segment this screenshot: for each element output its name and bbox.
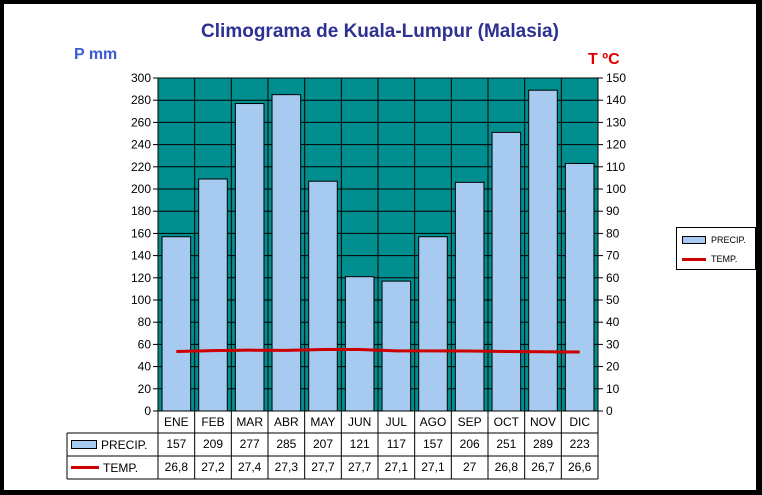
x-tick-label: JUN	[347, 415, 372, 429]
y-tick-label-right: 110	[606, 160, 625, 174]
table-cell-temp: 27,1	[384, 460, 408, 474]
chart-title: Climograma de Kuala-Lumpur (Malasia)	[201, 21, 559, 42]
legend: PRECIP. TEMP.	[676, 227, 756, 270]
y-tick-label-right: 60	[606, 271, 620, 285]
y-tick-label-left: 220	[131, 160, 151, 174]
table-cell-temp: 27,4	[237, 460, 262, 474]
table-cell-temp: 27	[462, 460, 477, 474]
table-row-label-temp-swatch	[71, 466, 99, 469]
table-cell-temp: 26,6	[567, 460, 592, 474]
y-tick-label-right: 150	[606, 71, 626, 85]
bar-precip	[418, 236, 448, 412]
table-cell-temp: 27,7	[347, 460, 372, 474]
legend-item-precip: PRECIP.	[682, 233, 746, 247]
table-row-label-temp-text: TEMP.	[103, 460, 139, 475]
x-tick-label: ENE	[163, 415, 189, 429]
legend-line-swatch	[682, 257, 706, 261]
x-tick-label: NOV	[529, 415, 556, 429]
y-tick-label-right: 0	[606, 404, 613, 418]
y-tick-label-right: 30	[606, 337, 620, 351]
bar-precip	[161, 236, 192, 412]
table-row-label-precip-swatch	[71, 440, 97, 449]
table-cell-temp: 27,1	[421, 460, 445, 474]
x-tick-label: MAY	[310, 415, 336, 429]
x-tick-label: FEB	[201, 415, 225, 429]
table-cell-temp: 26,8	[494, 460, 518, 474]
table-cell-precip: 121	[349, 437, 370, 451]
line-temp	[176, 348, 580, 354]
table-cell-precip: 157	[166, 437, 187, 451]
y-tick-label-right: 140	[606, 93, 626, 107]
chart-canvas: 0204060801001201401601802002202402602803…	[66, 71, 626, 480]
y-tick-label-right: 120	[606, 138, 626, 152]
y-tick-label-left: 140	[131, 249, 151, 263]
table-cell-precip: 207	[312, 437, 333, 451]
y-tick-label-right: 20	[606, 360, 620, 374]
y-tick-label-left: 40	[138, 360, 152, 374]
x-tick-label: AGO	[419, 415, 447, 429]
y-tick-label-right: 100	[606, 182, 626, 196]
x-tick-label: JUL	[385, 415, 407, 429]
table-cell-precip: 289	[532, 437, 553, 451]
bar-precip	[234, 103, 265, 412]
bar-precip	[564, 162, 595, 412]
x-tick-label: MAR	[236, 415, 263, 429]
y-tick-label-left: 180	[131, 204, 151, 218]
y-axis-left-label: P mm	[74, 46, 118, 63]
y-tick-label-left: 60	[138, 337, 152, 351]
table-cell-temp: 27,7	[311, 460, 335, 474]
y-tick-label-right: 50	[606, 293, 620, 307]
x-tick-label: ABR	[273, 415, 299, 429]
table-row-label-precip: PRECIP.	[71, 433, 147, 456]
table-cell-precip: 223	[569, 437, 590, 451]
table-cell-temp: 26,8	[164, 460, 188, 474]
y-tick-label-left: 120	[131, 271, 151, 285]
table-row-label-temp: TEMP.	[71, 456, 138, 479]
y-tick-label-left: 80	[138, 315, 152, 329]
x-tick-label: DIC	[569, 415, 590, 429]
legend-label-temp: TEMP.	[711, 254, 738, 264]
y-tick-label-left: 0	[144, 404, 151, 418]
y-tick-label-left: 260	[131, 115, 151, 129]
table-cell-temp: 27,3	[274, 460, 298, 474]
bar-precip	[381, 280, 412, 412]
table-row-label-precip-text: PRECIP.	[101, 437, 148, 452]
table-cell-precip: 277	[239, 437, 260, 451]
table-cell-temp: 26,7	[531, 460, 555, 474]
x-tick-label: SEP	[457, 415, 482, 429]
table-cell-temp: 27,2	[201, 460, 225, 474]
table-cell-precip: 157	[422, 437, 443, 451]
table-cell-precip: 117	[386, 437, 406, 451]
legend-bar-swatch	[682, 236, 706, 244]
chart-frame: Climograma de Kuala-Lumpur (Malasia) P m…	[4, 4, 756, 490]
table-cell-precip: 285	[276, 437, 297, 451]
y-tick-label-right: 70	[606, 249, 620, 263]
y-axis-right-label: T ºC	[588, 51, 620, 68]
table-cell-precip: 206	[459, 437, 480, 451]
y-tick-label-left: 100	[131, 293, 151, 307]
y-tick-label-right: 80	[606, 226, 620, 240]
bar-precip	[454, 181, 485, 412]
y-tick-label-left: 240	[131, 138, 151, 152]
bar-precip	[491, 131, 522, 412]
bar-precip	[271, 94, 302, 412]
table-cell-precip: 251	[496, 437, 517, 451]
y-tick-label-left: 280	[131, 93, 151, 107]
y-tick-label-left: 300	[131, 71, 151, 85]
x-tick-label: OCT	[493, 415, 519, 429]
y-tick-label-left: 20	[138, 382, 152, 396]
y-tick-label-left: 160	[131, 226, 151, 240]
y-tick-label-right: 90	[606, 204, 620, 218]
legend-label-precip: PRECIP.	[711, 235, 746, 245]
bar-precip	[198, 178, 228, 412]
bar-precip	[528, 89, 558, 412]
y-tick-label-left: 200	[131, 182, 151, 196]
legend-item-temp: TEMP.	[682, 252, 737, 266]
bar-precip	[308, 180, 338, 412]
y-tick-label-right: 10	[606, 382, 620, 396]
y-tick-label-right: 130	[606, 115, 626, 129]
y-tick-label-right: 40	[606, 315, 620, 329]
table-cell-precip: 209	[202, 437, 223, 451]
bar-precip	[344, 276, 375, 412]
